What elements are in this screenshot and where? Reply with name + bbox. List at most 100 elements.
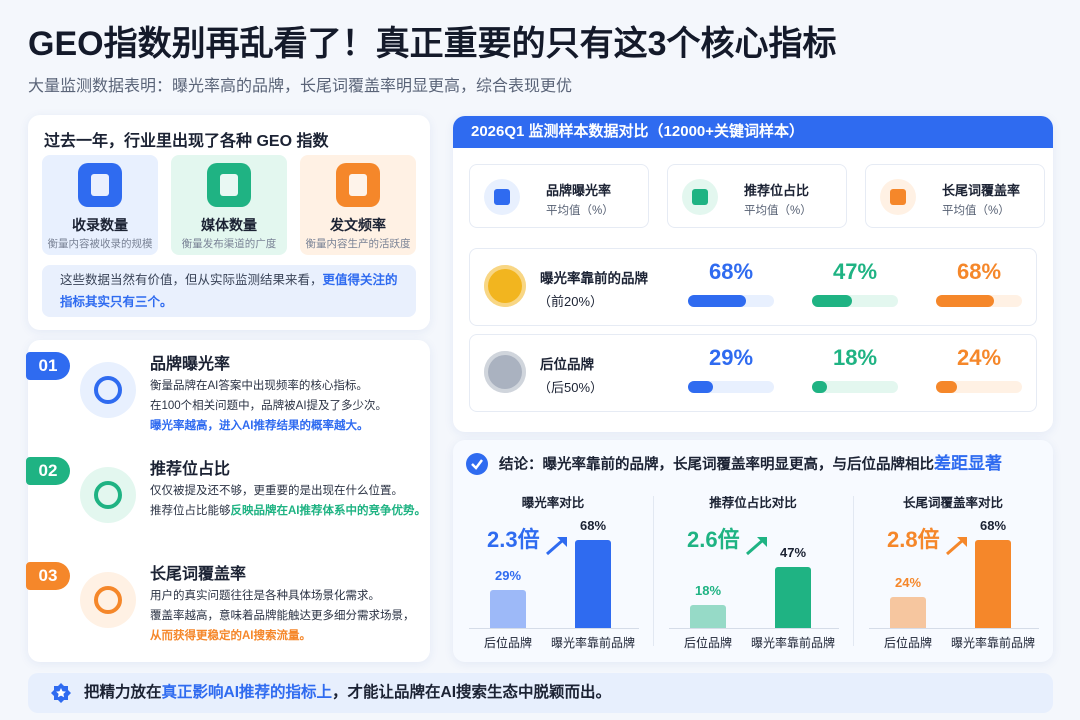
metric-body: 仅仅被提及还不够，更重要的是出现在什么位置。 推荐位占比能够反映品牌在AI推荐体系… — [150, 481, 426, 521]
intro-title: 过去一年，行业里出现了各种 GEO 指数 — [44, 133, 329, 150]
metric-number: 01 — [26, 352, 70, 380]
icon-glyph — [91, 174, 109, 196]
metric-title: 推荐位占比 — [150, 461, 231, 478]
chart-title: 推荐位占比对比 — [709, 496, 797, 510]
bar — [690, 604, 726, 628]
metric-body: 衡量品牌在AI答案中出现频率的核心指标。 在100个相关问题中，品牌被AI提及了多… — [150, 376, 387, 436]
ratio: 2.3倍 — [487, 527, 540, 552]
item-icon — [78, 163, 122, 207]
ratio: 2.6倍 — [687, 527, 740, 552]
metric: 03 长尾词覆盖率 用户的真实问题往往是各种具体场景化需求。 覆盖率越高，意味着品… — [26, 558, 430, 658]
column-header: 品牌曝光率 平均值（%） — [469, 164, 649, 228]
category-label: 后位品牌 — [883, 636, 932, 650]
column-icon — [682, 179, 718, 215]
item-name: 发文频率 — [330, 217, 386, 233]
item-name: 媒体数量 — [201, 217, 257, 233]
intro-card: 过去一年，行业里出现了各种 GEO 指数 这些数据当然有价值，但从实际监测结果来… — [28, 115, 430, 330]
title: GEO指数别再乱看了！真正重要的只有这3个核心指标 — [28, 25, 837, 63]
footer-lead: 把精力放在 — [84, 684, 162, 701]
column-icon — [880, 179, 916, 215]
row-name: 后位品牌 — [540, 357, 594, 372]
item-icon — [207, 163, 251, 207]
subtitle: 大量监测数据表明：曝光率高的品牌，长尾词覆盖率明显更高，综合表现更优 — [28, 78, 573, 95]
footer: 把精力放在真正影响AI推荐的指标上，才能让品牌在AI搜索生态中脱颖而出。 — [28, 673, 1053, 713]
bar-label: 68% — [979, 517, 1007, 533]
footer-text: 把精力放在真正影响AI推荐的指标上，才能让品牌在AI搜索生态中脱颖而出。 — [84, 673, 611, 713]
conclusion-text: 结论：曝光率靠前的品牌，长尾词覆盖率明显更高，与后位品牌相比差距显著 — [499, 452, 1002, 477]
ratio: 2.8倍 — [887, 527, 940, 552]
metric-line: 仅仅被提及还不够，更重要的是出现在什么位置。 — [150, 485, 403, 497]
metric-number: 03 — [26, 562, 70, 590]
conclusion-panel: 结论：曝光率靠前的品牌，长尾词覆盖率明显更高，与后位品牌相比差距显著 曝光率对比… — [453, 440, 1053, 662]
metric-title: 长尾词覆盖率 — [150, 566, 247, 583]
bar-label: 29% — [494, 568, 522, 584]
medal — [484, 265, 526, 307]
footer-highlight: 真正影响AI推荐的指标上 — [161, 684, 333, 701]
arrow — [946, 537, 967, 556]
metric-line: 曝光率越高，进入AI推荐结果的概率越大。 — [150, 416, 387, 436]
icon-glyph — [220, 174, 238, 196]
item-desc: 衡量内容被收录的规模 — [47, 238, 153, 250]
bar — [890, 596, 926, 628]
item-icon — [336, 163, 380, 207]
progress-bar — [936, 295, 995, 307]
column-header: 长尾词覆盖率 平均值（%） — [865, 164, 1045, 228]
footer-icon — [51, 683, 71, 703]
progress-bar — [812, 381, 828, 393]
bar — [775, 566, 811, 628]
bar-label: 68% — [579, 517, 607, 533]
metric-body: 用户的真实问题往往是各种具体场景化需求。 覆盖率越高，意味着品牌能触达更多细分需求… — [150, 586, 415, 646]
intro-item: 媒体数量 衡量发布渠道的广度 — [171, 155, 287, 255]
value-label: 29% — [708, 345, 754, 370]
data-row: 曝光率靠前的品牌 （前20%） 68% 47% 68% — [469, 248, 1037, 326]
column-icon — [484, 179, 520, 215]
category-label: 后位品牌 — [483, 636, 532, 650]
progress-bar — [688, 381, 713, 393]
column-name: 品牌曝光率 — [546, 183, 612, 198]
icon-glyph — [349, 174, 367, 196]
icon-glyph — [890, 189, 906, 205]
bar-track — [936, 381, 1022, 393]
progress-bar — [812, 295, 853, 307]
column-name: 推荐位占比 — [744, 183, 810, 198]
value-label: 47% — [832, 259, 878, 284]
icon-glyph — [94, 376, 122, 404]
column-sub: 平均值（%） — [942, 205, 1010, 217]
note-highlight: 更值得关注的指标其实只有三个。 — [60, 273, 398, 309]
metric-highlight: 从而获得更稳定的AI搜索流量。 — [150, 630, 311, 642]
metric-line: 衡量品牌在AI答案中出现频率的核心指标。 — [150, 380, 368, 392]
item-name: 收录数量 — [72, 217, 128, 233]
panel-title: 2026Q1 监测样本数据对比（12000+关键词样本） — [453, 116, 1053, 148]
metrics-card: 01 品牌曝光率 衡量品牌在AI答案中出现频率的核心指标。 在100个相关问题中，… — [26, 340, 430, 662]
bar-label: 18% — [694, 582, 722, 598]
icon-glyph — [94, 586, 122, 614]
bar-label: 47% — [779, 544, 807, 560]
chart-title: 曝光率对比 — [521, 496, 585, 510]
metric-icon — [80, 362, 136, 418]
column-sub: 平均值（%） — [744, 205, 812, 217]
metric-icon — [80, 467, 136, 523]
metric-lead: 推荐位占比能够 — [150, 505, 231, 517]
category-label: 后位品牌 — [683, 636, 732, 650]
data-row: 后位品牌 （后50%） 29% 18% 24% — [469, 334, 1037, 412]
row-name: 曝光率靠前的品牌 — [540, 271, 648, 286]
category-label: 曝光率靠前品牌 — [950, 636, 1035, 650]
item-desc: 衡量发布渠道的广度 — [181, 238, 277, 250]
category-label: 曝光率靠前品牌 — [750, 636, 835, 650]
icon-glyph — [692, 189, 708, 205]
intro-item: 发文频率 衡量内容生产的活跃度 — [300, 155, 416, 255]
column-sub: 平均值（%） — [546, 205, 614, 217]
arrow — [546, 537, 567, 556]
value-label: 68% — [708, 259, 754, 284]
arrow — [746, 537, 767, 556]
icon-glyph — [94, 481, 122, 509]
bar-track — [936, 295, 1022, 307]
conclusion-main: 结论：曝光率靠前的品牌，长尾词覆盖率明显更高，与后位品牌相比 — [499, 457, 934, 473]
metric-icon — [80, 572, 136, 628]
bar-track — [812, 295, 898, 307]
category-label: 曝光率靠前品牌 — [550, 636, 635, 650]
metric-line: 从而获得更稳定的AI搜索流量。 — [150, 626, 415, 646]
divider — [653, 496, 654, 646]
